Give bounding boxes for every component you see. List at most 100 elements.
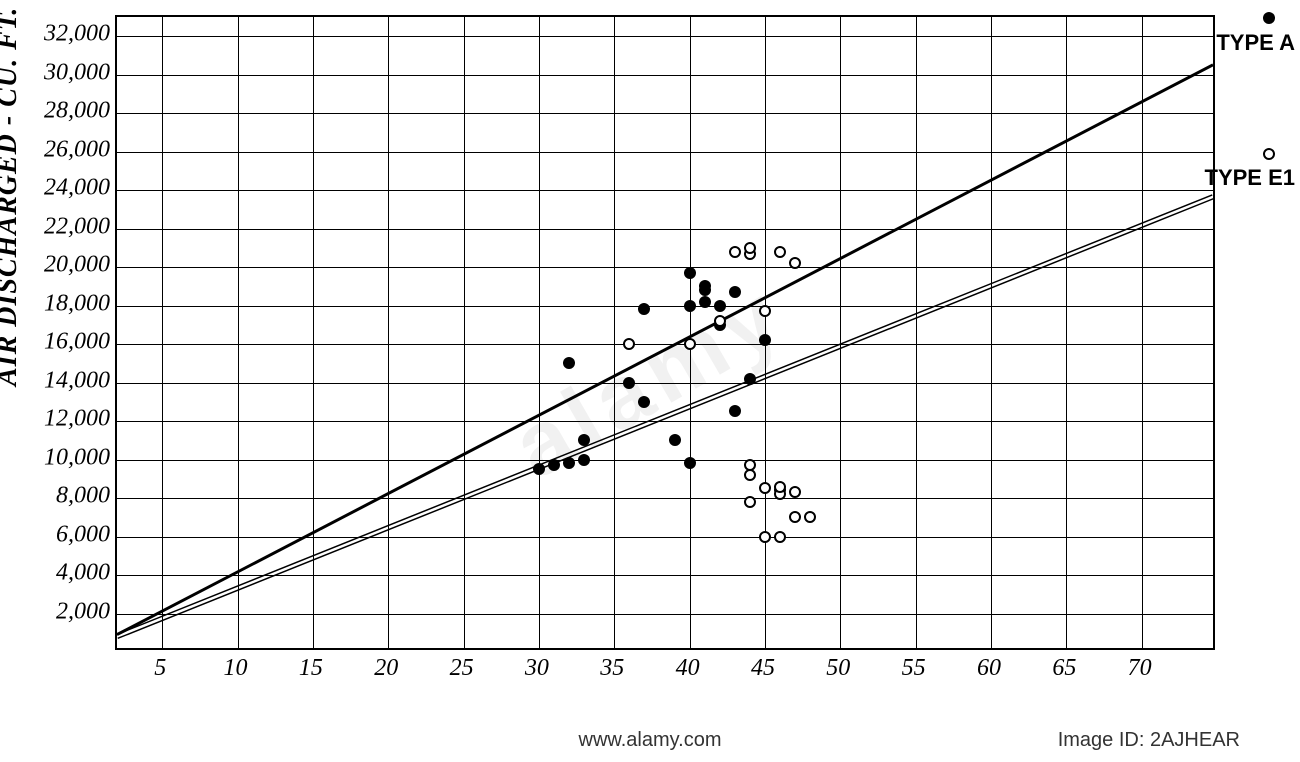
y-tick-label: 26,000 [44,136,110,163]
gridline-v [388,17,389,648]
marker-a [684,300,696,312]
gridline-h [117,537,1213,538]
marker-e [759,482,771,494]
gridline-h [117,421,1213,422]
gridline-v [916,17,917,648]
gridline-h [117,229,1213,230]
x-tick-label: 55 [902,655,926,682]
gridline-h [117,267,1213,268]
marker-a [563,357,575,369]
marker-a [699,280,711,292]
gridline-v [539,17,540,648]
y-tick-label: 18,000 [44,290,110,317]
marker-a [533,463,545,475]
y-tick-label: 32,000 [44,21,110,48]
plot-area [115,15,1215,650]
marker-e [804,511,816,523]
gridline-h [117,190,1213,191]
x-tick-label: 20 [374,655,398,682]
gridline-h [117,344,1213,345]
marker-e [789,511,801,523]
x-tick-label: 45 [751,655,775,682]
marker-e [774,246,786,258]
gridline-v [464,17,465,648]
marker-e [623,338,635,350]
y-tick-label: 6,000 [56,521,110,548]
x-tick-label: 25 [450,655,474,682]
marker-a [684,457,696,469]
gridline-v [238,17,239,648]
trend-lines-svg [117,17,1213,648]
y-tick-label: 4,000 [56,560,110,587]
footer-site: www.alamy.com [579,729,722,752]
gridline-h [117,460,1213,461]
legend-a-label: TYPE A [1216,30,1295,56]
gridline-v [313,17,314,648]
chart-container: alamy AIR DISCHARGED - CU. FT. PER HOUR … [0,0,1300,762]
marker-a [684,267,696,279]
marker-a [669,434,681,446]
marker-e [759,305,771,317]
trend-line-e [118,199,1213,639]
x-tick-label: 65 [1052,655,1076,682]
gridline-v [991,17,992,648]
marker-e [789,257,801,269]
legend-e-label: TYPE E1 [1205,165,1295,191]
x-tick-label: 40 [676,655,700,682]
x-tick-label: 30 [525,655,549,682]
gridline-v [1066,17,1067,648]
gridline-h [117,383,1213,384]
marker-e [684,338,696,350]
gridline-h [117,498,1213,499]
y-tick-label: 12,000 [44,406,110,433]
gridline-v [162,17,163,648]
x-tick-label: 70 [1128,655,1152,682]
y-tick-label: 22,000 [44,213,110,240]
x-tick-label: 60 [977,655,1001,682]
y-tick-label: 24,000 [44,175,110,202]
y-tick-label: 8,000 [56,483,110,510]
marker-e [789,486,801,498]
gridline-h [117,36,1213,37]
marker-a [714,300,726,312]
marker-a [578,454,590,466]
x-tick-label: 35 [600,655,624,682]
marker-a [578,434,590,446]
y-tick-label: 14,000 [44,367,110,394]
y-tick-label: 16,000 [44,329,110,356]
marker-a [729,286,741,298]
marker-a [638,303,650,315]
marker-a [638,396,650,408]
gridline-v [765,17,766,648]
marker-e [729,246,741,258]
gridline-v [690,17,691,648]
gridline-h [117,575,1213,576]
marker-a [623,377,635,389]
marker-e [774,531,786,543]
marker-e [759,531,771,543]
x-tick-label: 5 [154,655,166,682]
marker-e [774,481,786,493]
gridline-h [117,614,1213,615]
gridline-h [117,152,1213,153]
marker-a [759,334,771,346]
gridline-v [1142,17,1143,648]
gridline-v [840,17,841,648]
marker-e [744,242,756,254]
marker-a [699,296,711,308]
y-tick-label: 2,000 [56,598,110,625]
footer-id: Image ID: 2AJHEAR [1058,729,1240,752]
legend-a-marker-icon [1263,12,1275,24]
gridline-h [117,306,1213,307]
gridline-h [117,113,1213,114]
x-tick-label: 10 [224,655,248,682]
marker-e [744,469,756,481]
legend-e-marker-icon [1263,148,1275,160]
marker-e [744,496,756,508]
marker-e [714,315,726,327]
trend-line-a [117,65,1213,635]
x-tick-label: 50 [826,655,850,682]
marker-a [563,457,575,469]
y-tick-label: 20,000 [44,252,110,279]
y-axis-title: AIR DISCHARGED - CU. FT. PER HOUR [0,0,24,386]
